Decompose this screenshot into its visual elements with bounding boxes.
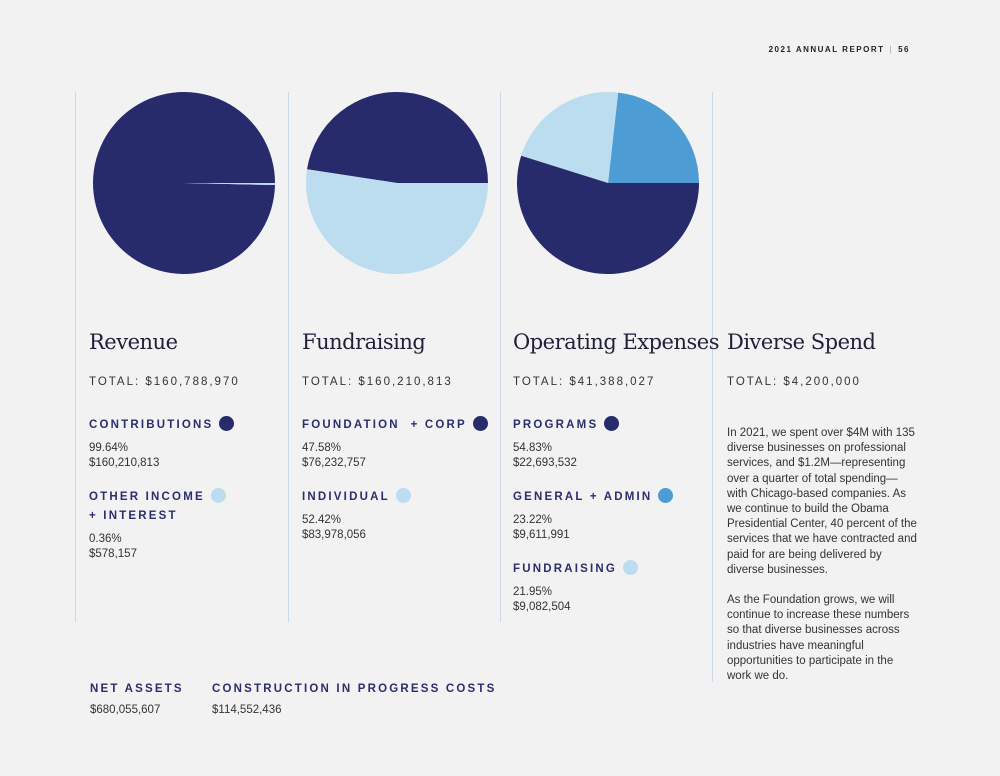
page-number: 56 [898, 45, 910, 54]
description-paragraph-2: As the Foundation grows, we will continu… [727, 594, 910, 683]
category-amount: $9,611,991 [513, 529, 570, 541]
pie-slice-general-admin [608, 92, 699, 183]
category-label: FOUNDATION + CORP [302, 419, 467, 431]
construction-costs-value: $114,552,436 [212, 704, 282, 716]
light-blue-dot-icon [395, 488, 411, 503]
pie-slice-foundation-corp [307, 92, 488, 183]
operating-category-general-admin: GENERAL + ADMIN 23.22% $9,611,991 [513, 488, 723, 543]
fundraising-category-foundation: FOUNDATION + CORP 47.58% $76,232,757 [302, 416, 512, 471]
fundraising-category-individual: INDIVIDUAL 52.42% $83,978,056 [302, 488, 512, 543]
category-label: INDIVIDUAL [302, 491, 390, 503]
category-percent: 99.64% [89, 442, 129, 454]
fundraising-title: Fundraising [302, 330, 426, 354]
category-percent: 0.36% [89, 533, 122, 545]
category-label-line1: OTHER INCOME [89, 491, 205, 503]
category-amount: $76,232,757 [302, 457, 366, 469]
operating-expenses-total: TOTAL: $41,388,027 [513, 376, 656, 388]
category-label: FUNDRAISING [513, 563, 618, 575]
diverse-spend-total: TOTAL: $4,200,000 [727, 376, 861, 388]
net-assets: NET ASSETS $680,055,607 [90, 683, 184, 716]
navy-dot-icon [219, 416, 235, 431]
category-percent: 47.58% [302, 442, 342, 454]
net-assets-value: $680,055,607 [90, 704, 161, 716]
operating-expenses-pie-chart [517, 92, 699, 274]
operating-category-programs: PROGRAMS 54.83% $22,693,532 [513, 416, 723, 471]
pie-slice-other-income-interest [184, 183, 275, 186]
category-percent: 52.42% [302, 514, 342, 526]
category-amount: $578,157 [89, 548, 137, 560]
category-amount: $9,082,504 [513, 601, 571, 613]
pie-slice-programs [517, 155, 699, 274]
report-header: 2021 ANNUAL REPORT | 56 [769, 45, 910, 54]
fundraising-pie-chart [306, 92, 488, 274]
category-label: GENERAL + ADMIN [513, 491, 653, 503]
column-divider-1 [75, 92, 76, 622]
column-divider-3 [500, 92, 501, 622]
operating-expenses-title: Operating Expenses [513, 330, 720, 354]
category-label-line2: + INTEREST [89, 510, 178, 522]
light-blue-dot-icon [210, 488, 226, 503]
category-amount: $160,210,813 [89, 457, 160, 469]
revenue-column: Revenue TOTAL: $160,788,970 CONTRIBUTION… [89, 88, 289, 560]
pie-slice-contributions [93, 91, 276, 274]
revenue-pie-chart [93, 91, 276, 274]
header-separator: | [889, 45, 894, 54]
construction-costs-label: CONSTRUCTION IN PROGRESS COSTS [212, 683, 497, 695]
category-label: PROGRAMS [513, 419, 599, 431]
diverse-spend-title: Diverse Spend [727, 330, 876, 354]
pie-slice-individual [306, 169, 488, 274]
pie-slice-fundraising [521, 92, 619, 183]
column-divider-2 [288, 92, 289, 622]
net-assets-label: NET ASSETS [90, 683, 184, 695]
navy-dot-icon [472, 416, 488, 431]
description-paragraph-1: In 2021, we spent over $4M with 135 dive… [727, 427, 917, 576]
light-blue-dot-icon [623, 560, 639, 575]
revenue-category-contributions: CONTRIBUTIONS 99.64% $160,210,813 [89, 416, 299, 471]
category-amount: $22,693,532 [513, 457, 577, 469]
revenue-total: TOTAL: $160,788,970 [89, 376, 240, 388]
category-percent: 23.22% [513, 514, 553, 526]
construction-costs: CONSTRUCTION IN PROGRESS COSTS $114,552,… [212, 683, 497, 716]
fundraising-column: Fundraising TOTAL: $160,210,813 FOUNDATI… [302, 88, 502, 541]
navy-dot-icon [604, 416, 620, 431]
category-percent: 21.95% [513, 586, 553, 598]
column-divider-4 [712, 92, 713, 682]
category-percent: 54.83% [513, 442, 553, 454]
revenue-category-other-income: OTHER INCOME + INTEREST 0.36% $578,157 [89, 488, 299, 562]
revenue-title: Revenue [89, 330, 178, 354]
fundraising-total: TOTAL: $160,210,813 [302, 376, 453, 388]
category-label: CONTRIBUTIONS [89, 419, 214, 431]
report-title: 2021 ANNUAL REPORT [768, 45, 885, 54]
operating-expenses-column: Operating Expenses TOTAL: $41,388,027 PR… [513, 88, 720, 613]
diverse-spend-description: In 2021, we spent over $4M with 135 dive… [727, 426, 917, 699]
operating-category-fundraising: FUNDRAISING 21.95% $9,082,504 [513, 560, 723, 615]
category-amount: $83,978,056 [302, 529, 366, 541]
mid-blue-dot-icon [658, 488, 674, 503]
